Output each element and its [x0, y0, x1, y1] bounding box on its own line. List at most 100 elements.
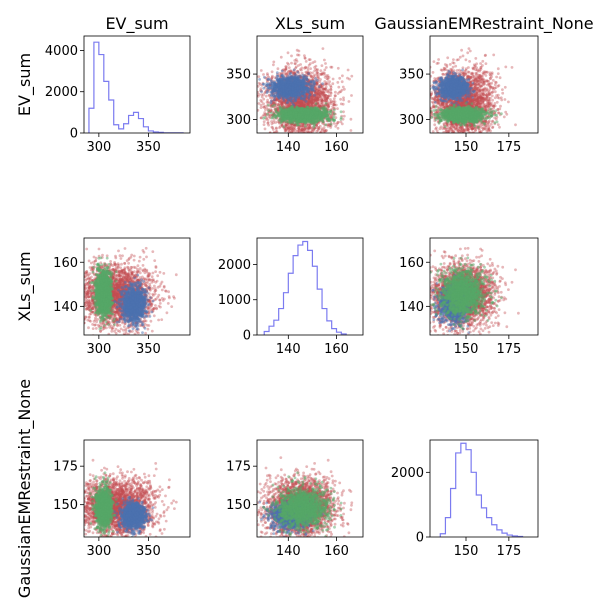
scatter-point [308, 58, 312, 61]
scatter-point [306, 81, 310, 85]
scatter-point [253, 102, 256, 105]
scatter-point [283, 136, 286, 139]
scatter-point [320, 91, 324, 95]
scatter-point [294, 65, 298, 69]
scatter-point [310, 103, 314, 107]
scatter-point [321, 120, 325, 124]
scatter-point [299, 136, 302, 139]
scatter-point [310, 97, 313, 100]
scatter-point [297, 53, 301, 57]
scatter-point [259, 139, 262, 142]
scatter-point [259, 116, 263, 120]
scatter-point [295, 59, 299, 63]
scatter-point [322, 126, 326, 129]
scatter-point [301, 129, 305, 133]
scatter-point [326, 94, 330, 98]
scatter-point [290, 126, 294, 130]
scatter-point [262, 73, 265, 76]
scatter-point [316, 83, 319, 87]
scatter-point [272, 131, 276, 133]
scatter-point [308, 146, 311, 149]
scatter-point [297, 101, 300, 105]
scatter-point [278, 72, 282, 75]
scatter-point [323, 94, 326, 97]
scatter-point [318, 88, 322, 92]
scatter-point [303, 135, 306, 138]
scatter-point [302, 101, 306, 105]
scatter-point [311, 71, 314, 75]
scatter-point [303, 76, 306, 79]
scatter-point [301, 102, 305, 106]
scatter-point [272, 94, 276, 98]
scatter-point [282, 99, 286, 102]
scatter-point [289, 99, 293, 103]
scatter-point [301, 100, 304, 104]
scatter-point [315, 96, 319, 99]
scatter-point [304, 65, 307, 69]
scatter-point [280, 92, 283, 96]
scatter-point [306, 86, 310, 89]
scatter-point [310, 99, 314, 102]
scatter-point [323, 80, 327, 83]
y-tick-label: 0 [70, 127, 78, 142]
scatter-point [326, 104, 329, 108]
scatter-point [278, 125, 282, 128]
scatter-point [277, 83, 280, 87]
histogram-step-line [88, 41, 184, 133]
scatter-point [310, 142, 313, 145]
scatter-point [259, 106, 263, 109]
scatter-point [327, 94, 331, 97]
scatter-point [295, 48, 299, 52]
scatter-point [325, 99, 329, 102]
scatter-point [315, 81, 319, 85]
scatter-point [306, 102, 309, 106]
scatter-point [314, 97, 318, 101]
scatter-point [298, 102, 301, 106]
scatter-point [313, 69, 316, 73]
scatter-point [303, 128, 307, 131]
scatter-point [266, 121, 270, 124]
scatter-point [301, 135, 304, 138]
scatter-point [284, 110, 288, 114]
scatter-point [332, 122, 336, 125]
scatter-point [306, 124, 310, 128]
scatter-point [315, 87, 318, 91]
scatter-point [350, 94, 353, 97]
scatter-point [280, 102, 284, 106]
scatter-point [295, 103, 298, 106]
scatter-point [327, 104, 331, 107]
scatter-points [253, 47, 354, 151]
scatter-point [317, 126, 321, 129]
scatter-point [322, 90, 326, 94]
scatter-point [306, 102, 310, 106]
scatter-point [305, 103, 309, 107]
scatter-point [291, 119, 294, 123]
scatter-point [286, 51, 290, 55]
scatter-point [309, 84, 312, 87]
scatter-point [339, 97, 342, 101]
scatter-point [314, 98, 317, 101]
scatter-point [300, 127, 303, 131]
scatter-point [285, 101, 289, 105]
scatter-point [293, 127, 297, 131]
scatter-point [316, 146, 319, 149]
scatter-point [300, 102, 304, 106]
scatter-point [299, 104, 303, 108]
scatter-point [340, 122, 344, 126]
scatter-point [339, 90, 343, 94]
scatter-point [278, 77, 282, 81]
scatter-point [324, 98, 328, 102]
scatter-point [342, 96, 345, 100]
scatter-point [322, 90, 325, 94]
scatter-point [320, 98, 323, 102]
scatter-point [305, 121, 309, 124]
scatter-point [321, 92, 325, 96]
scatter-point [299, 102, 303, 106]
scatter-point [289, 102, 292, 106]
scatter-point [318, 148, 321, 151]
scatter-point [329, 88, 333, 92]
scatter-point [284, 67, 288, 70]
scatter-point [301, 101, 304, 105]
scatter-point [328, 80, 331, 83]
scatter-point [267, 77, 270, 81]
